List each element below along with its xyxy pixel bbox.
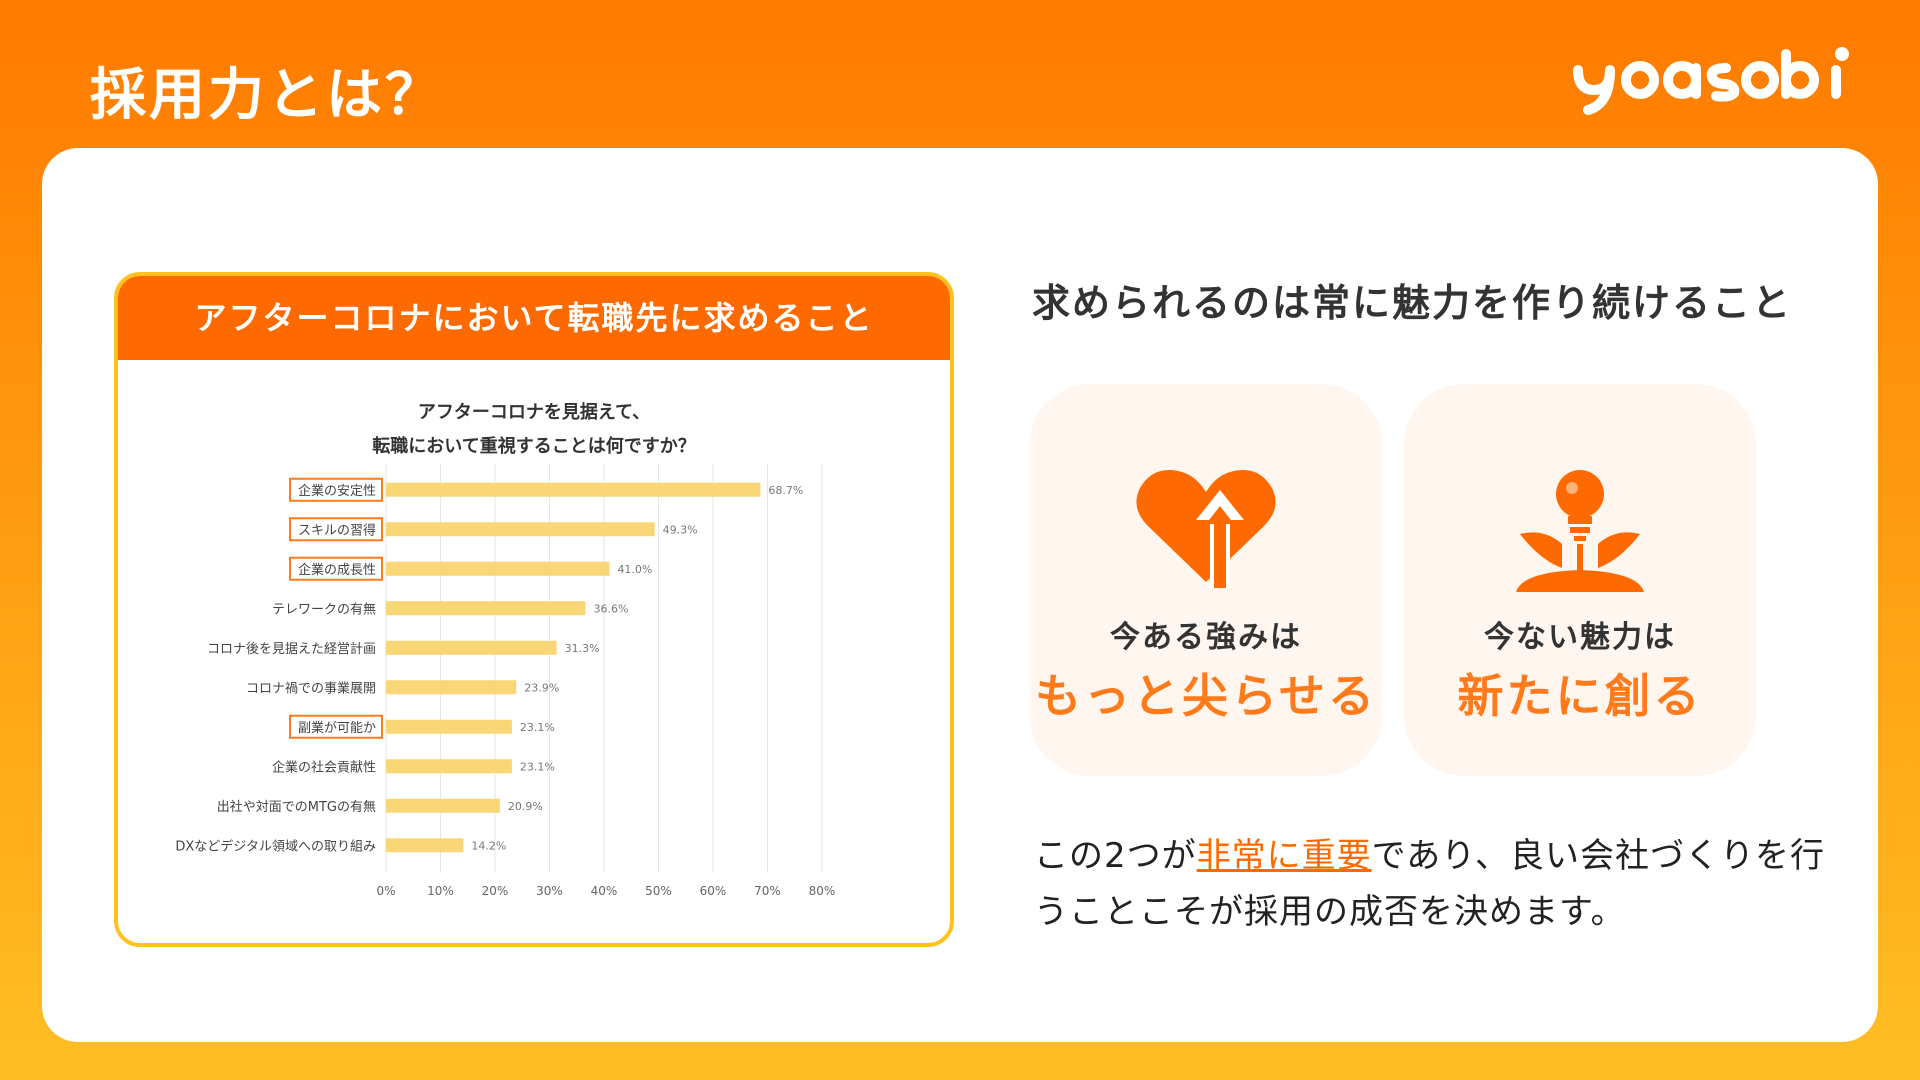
category-label: スキルの習得	[298, 522, 376, 538]
category-label: DXなどデジタル領域への取り組み	[175, 838, 376, 854]
bar	[386, 561, 610, 576]
bar-chart: アフターコロナを見据えて、転職において重視することは何ですか？ 0% 10% 20% 3…	[175, 401, 836, 898]
yoasobi-logo	[1573, 47, 1849, 115]
feature-card-strength: 今ある強みは もっと尖らせる	[1030, 384, 1382, 776]
page-title: 採用力とは？	[90, 63, 444, 128]
bar	[386, 798, 500, 813]
bar	[386, 719, 512, 734]
heart-arrow-icon	[1136, 470, 1276, 588]
x-tick-label: 30%	[536, 884, 563, 898]
bar	[386, 601, 586, 616]
bar-value-label: 20.9%	[508, 800, 543, 813]
bar	[386, 522, 655, 537]
bar-value-label: 14.2%	[471, 839, 506, 852]
bar-value-label: 23.1%	[520, 760, 555, 773]
feature-line1: 今ある強みは	[1110, 620, 1302, 655]
category-highlight-box	[289, 517, 383, 542]
feature-line2: 新たに創る	[1457, 669, 1703, 723]
x-tick-label: 60%	[700, 884, 727, 898]
category-label: 企業の成長性	[298, 562, 376, 578]
category-label: 企業の社会貢献性	[272, 759, 376, 775]
feature-card-new-appeal: 今ない魅力は 新たに創る	[1404, 384, 1756, 776]
bar-value-label: 23.9%	[524, 681, 559, 694]
bar-value-label: 36.6%	[593, 602, 628, 615]
chart-panel-header: アフターコロナにおいて転職先に求めること	[118, 276, 950, 360]
x-tick-label: 10%	[427, 884, 454, 898]
chart-panel: アフターコロナにおいて転職先に求めること アフターコロナを見据えて、転職において…	[114, 272, 954, 947]
x-tick-label: 0%	[376, 884, 395, 898]
bar	[386, 759, 512, 774]
category-label: 企業の安定性	[298, 483, 376, 499]
right-headline: 求められるのは常に魅力を作り続けること	[1032, 281, 1793, 325]
category-label: コロナ禍での事業展開	[246, 680, 376, 696]
bar-value-label: 41.0%	[617, 563, 652, 576]
x-tick-label: 80%	[809, 884, 836, 898]
logo-text: yoasobi	[1574, 58, 1854, 59]
bar-value-label: 23.1%	[520, 721, 555, 734]
bar	[386, 640, 557, 655]
bar	[386, 838, 464, 853]
bar	[386, 482, 761, 497]
chart-title-line: 転職において重視することは何ですか？	[372, 435, 695, 457]
category-label: 副業が可能か	[298, 720, 376, 736]
x-tick-label: 20%	[482, 884, 509, 898]
conclusion-pre: この2つが	[1034, 836, 1197, 876]
feature-line1: 今ない魅力は	[1484, 620, 1676, 655]
feature-line2: もっと尖らせる	[1034, 669, 1378, 723]
category-label: コロナ後を見据えた経営計画	[207, 641, 376, 657]
bar-value-label: 31.3%	[565, 642, 600, 655]
bar-value-label: 68.7%	[768, 484, 803, 497]
category-label: テレワークの有無	[272, 602, 376, 617]
x-tick-label: 70%	[754, 884, 781, 898]
category-highlight-box	[289, 714, 383, 739]
bar-value-label: 49.3%	[663, 523, 698, 536]
x-tick-label: 50%	[645, 884, 672, 898]
lightbulb-sprout-icon	[1516, 470, 1644, 592]
category-highlight-box	[289, 556, 383, 581]
x-tick-label: 40%	[591, 884, 618, 898]
conclusion-text: この2つが非常に重要であり、良い会社づくりを行うことこそが採用の成否を決めます。	[1034, 828, 1834, 940]
category-highlight-box	[289, 477, 383, 502]
conclusion-highlight: 非常に重要	[1196, 836, 1372, 876]
bar	[386, 680, 517, 695]
category-label: 出社や対面でのMTGの有無	[217, 799, 376, 815]
chart-title-line: アフターコロナを見据えて、	[418, 401, 650, 423]
conclusion-post: であり、良い会社づくりを行うことこそが採用の成否を決めます。	[1034, 836, 1825, 932]
